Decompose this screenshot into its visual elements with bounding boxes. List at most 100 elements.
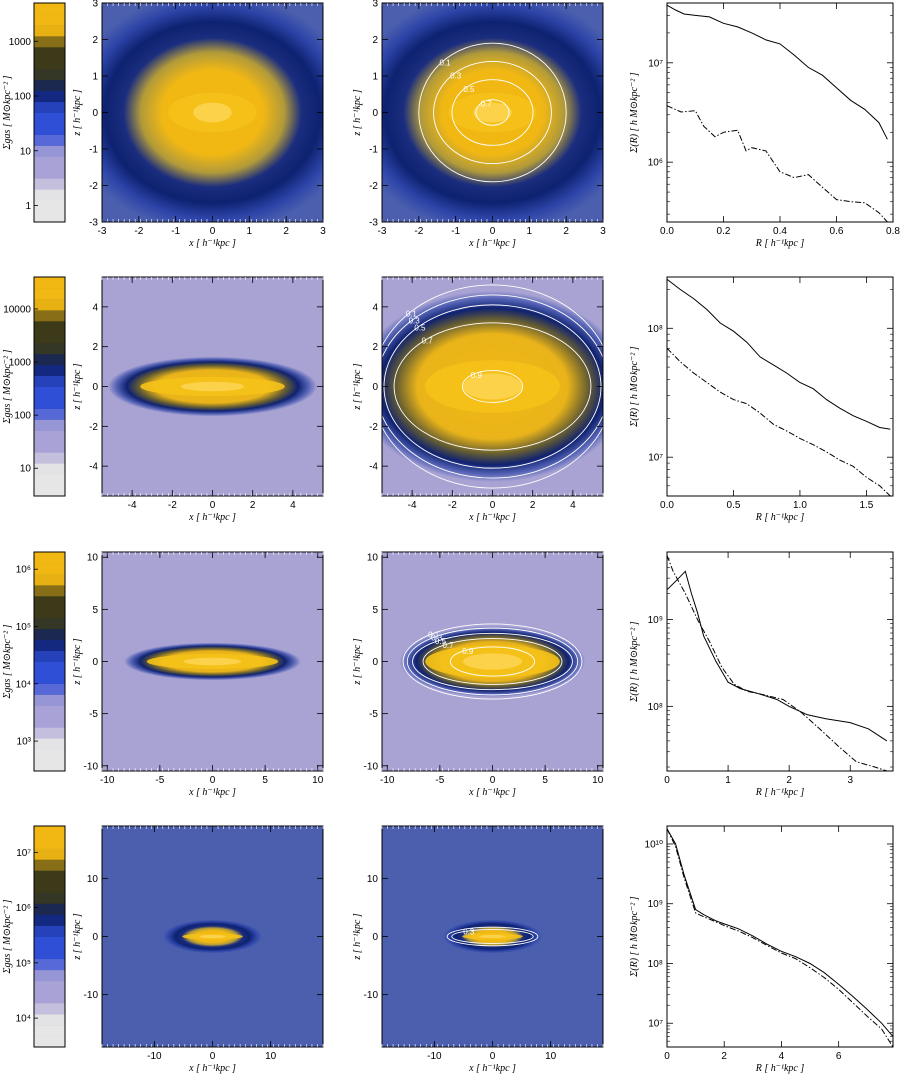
y-tick-label: -10 [364,990,379,1001]
colorbar-band [34,1024,65,1037]
y-tick-label: 10⁶ [648,158,663,169]
colorbar-band [34,189,65,201]
colorbar-band [34,969,65,982]
colorbar-band [34,419,65,431]
colorbar-band [34,46,65,59]
colorbar-band [34,936,65,949]
x-tick-label: -4 [408,500,417,511]
colorbar-band [34,760,65,772]
contour-line [446,926,539,947]
x-tick-label: -10 [100,775,115,786]
y-tick-label: 10⁸ [648,959,663,970]
x-tick-label: 0 [210,775,216,786]
colorbar-band [34,13,65,26]
colorbar-band [34,672,65,684]
colorbar-band [34,35,65,48]
profile-line-solid [667,570,888,742]
contour-line [449,646,536,677]
y-tick-label: -2 [89,181,98,192]
y-tick-label: 0 [92,657,98,668]
colorbar-band [34,617,65,630]
profile-line-dashdot [667,105,888,222]
x-tick-label: 2 [530,500,536,511]
colorbar-row-1: 1 10 100 1000 Σgas [ M⊙kpc⁻² ] [2,2,66,223]
density-map-row-3: -10 -5 0 5 10 -10 -5 0 5 10 x [ h⁻¹kpc ] z [ h⁻¹kpc… [72,551,324,798]
contour-line [412,632,573,691]
contour-line [402,623,583,700]
x-tick-label: 0.5 [727,500,741,511]
colorbar-band [34,991,65,1004]
y-tick-label: -5 [89,709,98,720]
colorbar-tick-label: 10³ [17,737,32,748]
y-tick-label: -2 [89,422,98,433]
colorbar-band [34,211,65,223]
colorbar-band [34,903,65,915]
colorbar-band [34,167,65,179]
x-tick-label: 6 [836,1051,842,1062]
plot-frame [666,276,894,497]
x-tick-label: 0 [490,500,496,511]
y-axis-label: z [ h⁻¹kpc ] [72,638,83,685]
plot-frame [666,2,894,223]
contour-label: 0.5 [463,85,475,94]
colorbar-band [34,277,65,289]
x-tick-label: 0 [664,1051,670,1062]
y-tick-label: 2 [92,35,98,46]
y-tick-label: 1 [372,72,378,83]
gas-disk-center [462,373,523,400]
y-axis-label: Σ(R) [ h M⊙kpc⁻² ] [629,621,640,702]
colorbar-band [34,178,65,190]
y-tick-label: -4 [369,462,378,473]
map-image [102,826,323,1047]
x-tick-label: -1 [451,226,460,237]
contour-label: 0.3 [450,72,462,81]
colorbar-band [34,727,65,739]
gas-disk-center [199,934,226,939]
colorbar-band [34,309,65,322]
x-tick-label: 0 [210,500,216,511]
x-axis-label: R [ h⁻¹kpc ] [755,512,805,523]
y-tick-label: 10¹⁰ [645,839,663,850]
x-tick-label: -2 [448,500,457,511]
y-axis-label: Σ(R) [ h M⊙kpc⁻² ] [629,72,640,153]
colorbar-band [34,859,65,871]
contour-label: 0.1 [406,309,418,318]
colorbar-band [34,573,65,586]
contour-label: 0.9 [471,371,483,380]
colorbar-band [34,881,65,893]
colorbar-band [34,584,65,597]
colorbar-label: Σgas [ M⊙kpc⁻² ] [2,349,13,424]
x-tick-label: -2 [414,226,423,237]
x-axis-label: R [ h⁻¹kpc ] [755,238,805,249]
contour-label: 0.3 [431,633,443,642]
y-tick-label: 3 [372,0,378,10]
x-axis-label: R [ h⁻¹kpc ] [755,1063,805,1074]
x-tick-label: -2 [134,226,143,237]
colorbar-tick-label: 100 [14,411,31,422]
plot-area [667,278,891,496]
x-tick-label: 0 [490,1051,496,1062]
colorbar-band [34,650,65,662]
colorbar-band [34,661,65,673]
x-tick-label: -3 [378,226,387,237]
colorbar-band [34,353,65,366]
y-tick-label: -5 [369,709,378,720]
y-tick-label: 10 [367,553,379,564]
colorbar-tick-label: 10⁴ [16,679,31,690]
contour-line [433,60,552,165]
colorbar-band [34,145,65,157]
colorbar-band [34,156,65,168]
y-tick-label: 0 [372,382,378,393]
y-tick-label: -3 [369,218,378,229]
colorbar-band [34,3,65,15]
colorbar-band [34,485,65,497]
colorbar-label: Σgas [ M⊙kpc⁻² ] [2,899,13,974]
colorbar-band [34,364,65,377]
colorbar-band [34,112,65,124]
x-tick-label: 2 [563,226,569,237]
x-tick-label: -10 [380,775,395,786]
y-tick-label: 0 [92,382,98,393]
y-tick-label: 0 [92,108,98,119]
profile-line-solid [667,4,888,140]
plot-frame [666,551,894,772]
